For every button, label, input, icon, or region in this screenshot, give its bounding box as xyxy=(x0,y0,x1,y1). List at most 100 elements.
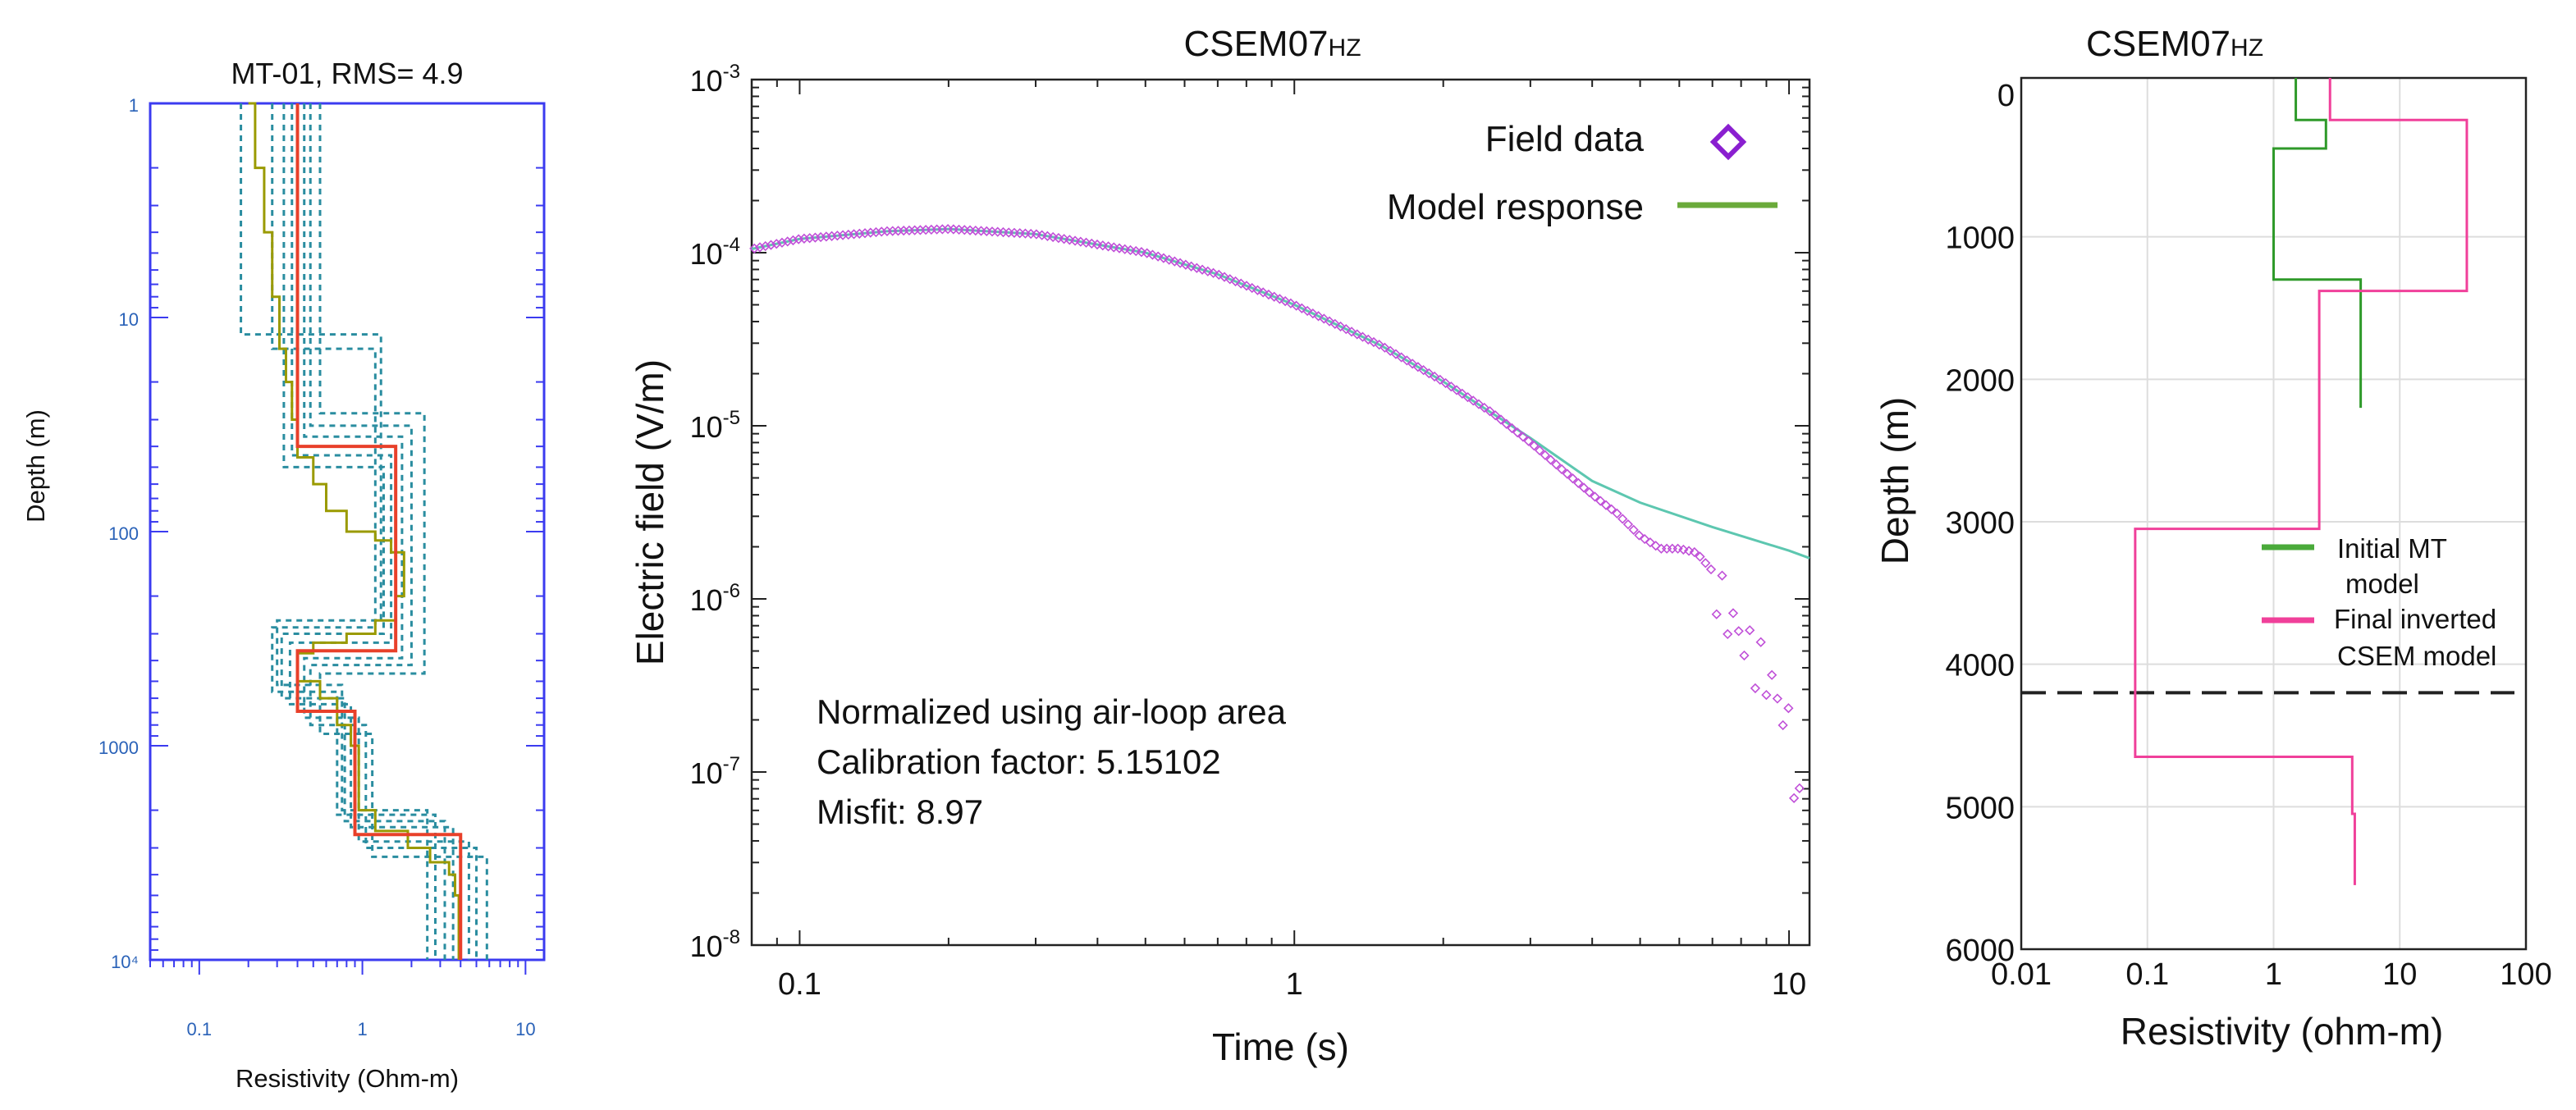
csem-title: CSEM07HZ xyxy=(1183,24,1361,64)
csem-ytick-base: 10 xyxy=(690,756,723,790)
field-data-point xyxy=(1573,477,1584,489)
csem-model-chart: 0.01 0.1 1 10 1000100020003000400050006000In… xyxy=(1874,24,2552,1053)
field-data-point xyxy=(1053,232,1064,244)
field-data-point xyxy=(1297,303,1307,313)
field-data-point xyxy=(1136,247,1147,258)
field-data-point xyxy=(1341,324,1352,335)
field-data-point xyxy=(1512,427,1523,438)
field-data-point xyxy=(1600,500,1612,510)
field-data-point xyxy=(1468,395,1479,406)
field-data-point xyxy=(1103,241,1114,252)
legend-diamond-icon xyxy=(1709,123,1747,161)
field-data-point xyxy=(1700,558,1711,569)
field-data-point xyxy=(1307,308,1318,319)
field-data-point xyxy=(1374,340,1384,350)
csem-ytick-label: 10-6 xyxy=(690,580,740,617)
field-data-point xyxy=(1363,334,1374,345)
csem-ylabel: Electric field (V/m) xyxy=(629,359,671,665)
field-data-point xyxy=(1429,371,1440,382)
field-data-point xyxy=(788,235,798,246)
field-data-point xyxy=(1606,504,1617,514)
field-data-point xyxy=(1164,254,1174,265)
field-data-point xyxy=(1075,236,1086,247)
field-data-point xyxy=(1097,240,1108,251)
field-data-point xyxy=(1540,450,1550,460)
mt01-xtick-label: 0.1 xyxy=(187,1019,213,1039)
field-data-point xyxy=(1329,318,1340,329)
field-data-point xyxy=(1169,256,1180,267)
field-data-point xyxy=(1590,491,1600,502)
model-xlabel: Resistivity (ohm-m) xyxy=(2121,1010,2444,1053)
field-data-point xyxy=(1562,468,1572,479)
field-data-point xyxy=(1424,368,1434,379)
mt01-ylabel: Depth (m) xyxy=(21,409,50,523)
mt01-ytick-label: 1 xyxy=(129,95,139,116)
field-data-point xyxy=(1490,410,1501,421)
csem-annotation-line: Normalized using air-loop area xyxy=(817,692,1287,731)
field-data-point xyxy=(776,237,788,248)
csem-title-main: CSEM07 xyxy=(1183,24,1328,64)
field-data-point xyxy=(1578,482,1590,493)
field-data-point xyxy=(760,240,771,252)
field-data-point xyxy=(1529,441,1540,451)
csem-ytick-exp: -3 xyxy=(723,61,740,83)
csem-ytick-label: 10-7 xyxy=(690,753,740,790)
field-data-point xyxy=(1750,683,1761,694)
mt01-ytick-label: 10 xyxy=(119,309,139,330)
mt01-ytick-label: 100 xyxy=(108,523,139,544)
model-xtick-label: 0.01 xyxy=(1991,957,2052,992)
csem-ytick-base: 10 xyxy=(690,583,723,617)
mt01-series-line xyxy=(295,103,463,960)
field-data-point xyxy=(1142,248,1152,258)
field-data-point xyxy=(1523,436,1534,446)
model-title-sub: HZ xyxy=(2231,34,2263,62)
field-data-point xyxy=(1783,703,1794,714)
field-data-point xyxy=(1031,229,1042,240)
mt01-ytick-label: 1000 xyxy=(98,738,139,758)
field-data-point xyxy=(1755,637,1766,647)
field-data-point xyxy=(1335,321,1346,332)
field-data-point xyxy=(1224,274,1235,285)
model-xtick-label: 1 xyxy=(2265,957,2282,992)
field-data-point xyxy=(1723,628,1733,640)
field-data-point xyxy=(1418,365,1429,376)
field-data-point xyxy=(1595,496,1606,506)
csem-ytick-exp: -8 xyxy=(723,926,740,948)
field-data-point xyxy=(1174,258,1186,268)
field-data-point xyxy=(1727,608,1739,619)
field-data-point xyxy=(1291,300,1302,311)
model-xtick-label: 10 xyxy=(2382,957,2417,992)
csem-xtick-label: 0.1 xyxy=(778,967,821,1002)
csem-ytick-exp: -6 xyxy=(723,580,740,602)
csem-field-data-points xyxy=(749,224,1805,803)
field-data-point xyxy=(1385,345,1396,356)
field-data-point xyxy=(1434,374,1445,386)
field-data-point xyxy=(1042,231,1053,241)
field-data-point xyxy=(1064,235,1075,245)
model-ylabel: Depth (m) xyxy=(1874,397,1916,564)
field-data-point xyxy=(1380,342,1390,353)
field-data-point xyxy=(1507,423,1517,434)
csem-title-sub: HZ xyxy=(1329,34,1361,62)
field-data-point xyxy=(771,239,782,249)
field-data-point xyxy=(1689,546,1700,558)
field-data-point xyxy=(1788,793,1800,803)
field-data-point xyxy=(1214,269,1224,281)
field-data-point xyxy=(1473,399,1485,409)
csem-ytick-base: 10 xyxy=(690,930,723,963)
field-data-point xyxy=(782,236,793,247)
field-data-point xyxy=(1402,355,1412,366)
field-data-point xyxy=(1180,259,1191,270)
field-data-point xyxy=(1087,238,1097,249)
model-series-line xyxy=(2272,78,2363,409)
field-data-point xyxy=(1324,316,1335,327)
field-data-point xyxy=(1733,626,1744,637)
csem-xtick-label: 1 xyxy=(1286,967,1303,1002)
field-data-point xyxy=(1390,349,1402,359)
mt01-chart: 1 10 100 1000 10⁴ 0.1 1 10 MT-01, RMS= 4.9 Resist… xyxy=(21,57,546,1093)
field-data-point xyxy=(1617,514,1628,524)
mt01-series-line xyxy=(288,103,455,960)
field-data-point xyxy=(1285,298,1297,308)
